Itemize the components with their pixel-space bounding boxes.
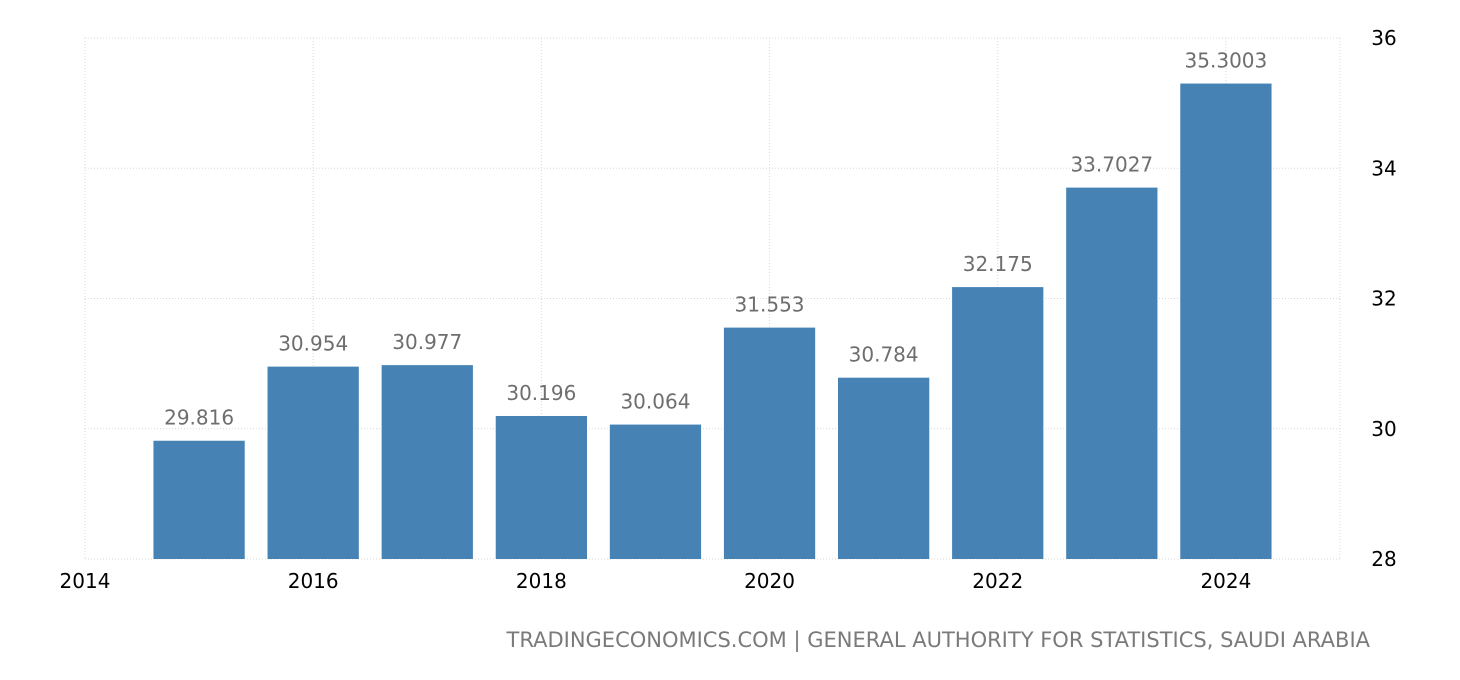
bar (495, 415, 587, 559)
data-label: 30.064 (620, 390, 690, 414)
bar (838, 377, 930, 559)
bar (723, 327, 816, 559)
data-label: 35.3003 (1185, 49, 1268, 73)
y-tick-label: 36 (1371, 26, 1396, 50)
data-label: 30.954 (278, 332, 348, 356)
bar (1180, 83, 1272, 559)
bar (267, 366, 359, 559)
data-label: 31.553 (735, 293, 805, 317)
data-label: 29.816 (164, 406, 234, 430)
x-tick-label: 2016 (288, 569, 339, 593)
data-labels: 29.816 30.954 30.977 30.196 30.064 31.553 30.7… (164, 49, 1267, 430)
y-tick-label: 32 (1371, 287, 1396, 311)
y-tick-label: 28 (1371, 547, 1396, 571)
y-tick-label: 34 (1371, 156, 1396, 180)
y-axis: 28 30 32 34 36 (1371, 26, 1396, 571)
bar (952, 287, 1044, 559)
data-label: 32.175 (963, 252, 1033, 276)
data-label: 30.977 (392, 330, 462, 354)
x-tick-label: 2014 (60, 569, 111, 593)
data-label: 30.784 (849, 343, 919, 367)
data-label: 33.7027 (1070, 153, 1153, 177)
y-tick-label: 30 (1371, 417, 1396, 441)
bar (153, 440, 245, 559)
x-tick-label: 2018 (516, 569, 567, 593)
bar (381, 365, 473, 559)
data-label: 30.196 (506, 381, 576, 405)
x-tick-label: 2024 (1200, 569, 1251, 593)
bar (609, 424, 702, 559)
x-tick-label: 2022 (972, 569, 1023, 593)
grid-lines (84, 37, 1341, 560)
source-credit: TRADINGECONOMICS.COM | GENERAL AUTHORITY… (506, 628, 1370, 652)
x-axis: 2014 2016 2018 2020 2022 2024 (60, 569, 1252, 593)
x-tick-label: 2020 (744, 569, 795, 593)
bar (1066, 187, 1158, 559)
bars (153, 83, 1272, 559)
